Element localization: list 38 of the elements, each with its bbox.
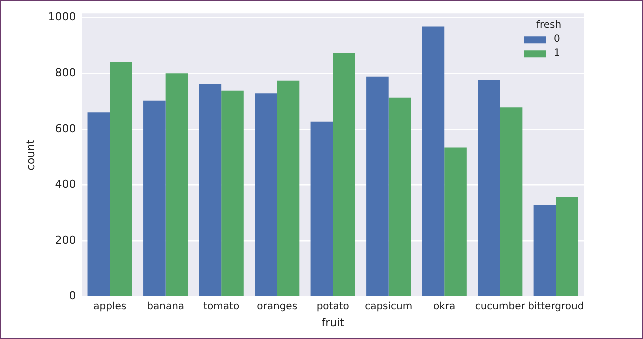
y-tick-label: 800 xyxy=(55,66,76,80)
y-tick-label: 0 xyxy=(69,290,76,303)
x-tick-label: oranges xyxy=(257,301,298,312)
bar xyxy=(144,100,166,296)
bar xyxy=(310,122,334,296)
legend-label: 0 xyxy=(554,34,560,46)
x-tick-label: banana xyxy=(147,301,185,312)
x-tick-label: capsicum xyxy=(365,301,413,312)
x-tick-label: okra xyxy=(434,301,456,312)
y-tick-label: 400 xyxy=(55,178,76,192)
bar xyxy=(222,90,244,296)
y-axis-title: count xyxy=(24,139,38,171)
bar xyxy=(534,205,556,296)
y-tick-label: 1000 xyxy=(48,10,76,24)
y-tick-label: 600 xyxy=(55,122,76,136)
bar xyxy=(110,62,132,296)
x-tick-label: potato xyxy=(316,301,350,312)
bar xyxy=(366,76,389,296)
x-axis-title: fruit xyxy=(322,316,346,330)
bar xyxy=(333,52,356,296)
bar xyxy=(478,80,500,296)
x-tick-label: cucumber xyxy=(475,301,526,312)
x-tick-label: bittergroud xyxy=(528,301,584,312)
bar xyxy=(277,80,300,296)
legend-label: 1 xyxy=(554,48,560,60)
y-tick-label: 200 xyxy=(55,234,76,247)
bar xyxy=(255,94,278,296)
bar xyxy=(88,112,110,296)
bar xyxy=(199,84,222,296)
bar xyxy=(444,148,467,296)
bar xyxy=(500,108,523,296)
legend-title: fresh xyxy=(536,20,562,32)
bar xyxy=(422,26,445,296)
bar xyxy=(556,197,578,296)
bar xyxy=(166,74,188,296)
x-tick-label: apples xyxy=(94,301,127,312)
bar xyxy=(388,98,412,296)
x-tick-label: tomato xyxy=(204,301,240,312)
